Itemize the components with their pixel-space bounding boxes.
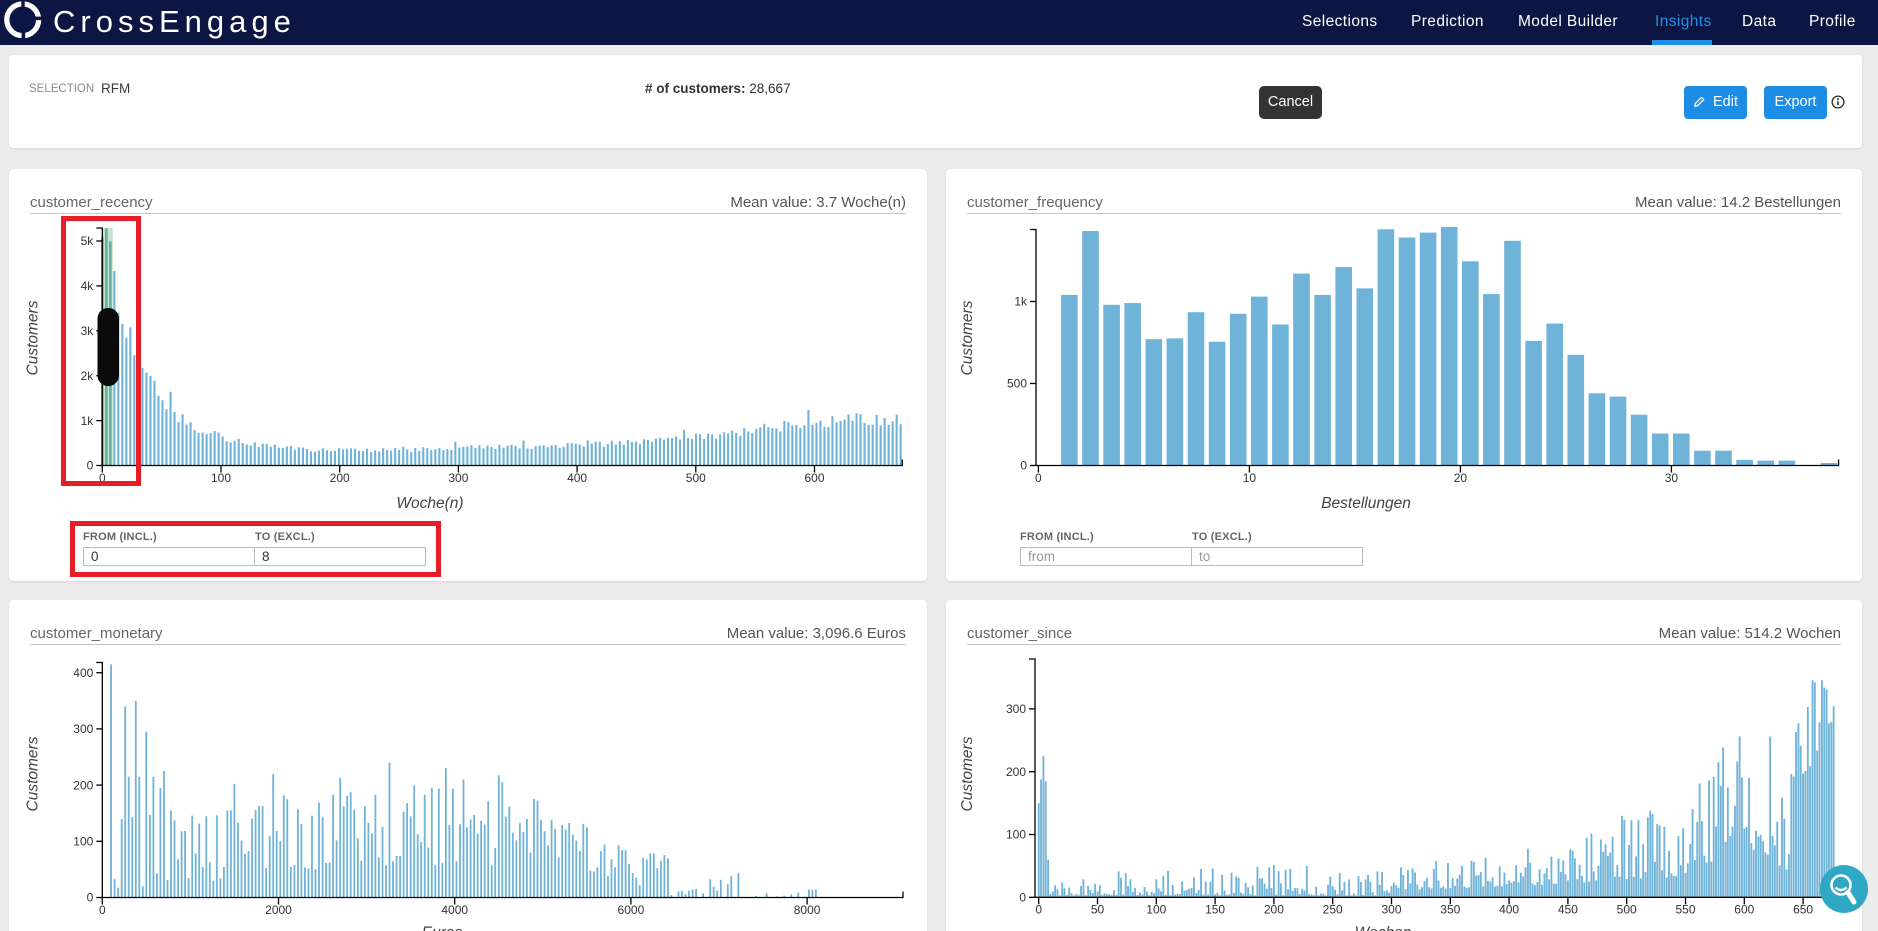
svg-text:2k: 2k: [81, 369, 95, 383]
svg-text:300: 300: [1381, 903, 1401, 917]
svg-text:0: 0: [87, 891, 94, 905]
svg-text:200: 200: [330, 471, 350, 485]
svg-text:1k: 1k: [1014, 295, 1028, 309]
svg-text:500: 500: [1007, 377, 1027, 391]
svg-text:450: 450: [1558, 903, 1578, 917]
svg-text:6000: 6000: [618, 903, 645, 917]
svg-text:600: 600: [1734, 903, 1754, 917]
svg-text:0: 0: [99, 471, 106, 485]
svg-text:100: 100: [73, 835, 93, 849]
svg-text:1k: 1k: [81, 414, 95, 428]
svg-text:400: 400: [1499, 903, 1519, 917]
svg-text:Customers: Customers: [959, 736, 976, 811]
svg-text:0: 0: [99, 903, 106, 917]
svg-text:250: 250: [1323, 903, 1343, 917]
svg-text:100: 100: [1006, 828, 1026, 842]
svg-text:8000: 8000: [794, 903, 821, 917]
svg-text:300: 300: [448, 471, 468, 485]
svg-text:0: 0: [1019, 891, 1026, 905]
svg-text:10: 10: [1243, 471, 1257, 485]
svg-text:Euros: Euros: [422, 925, 463, 931]
svg-text:200: 200: [1006, 765, 1026, 779]
svg-text:20: 20: [1454, 471, 1468, 485]
svg-text:400: 400: [73, 666, 93, 680]
svg-text:Customers: Customers: [25, 300, 42, 375]
svg-text:2000: 2000: [265, 903, 292, 917]
svg-text:200: 200: [1264, 903, 1284, 917]
svg-text:4000: 4000: [441, 903, 468, 917]
svg-text:600: 600: [804, 471, 824, 485]
svg-text:Wochen: Wochen: [1355, 925, 1412, 931]
svg-text:Customers: Customers: [25, 736, 42, 811]
svg-text:30: 30: [1665, 471, 1679, 485]
svg-text:550: 550: [1675, 903, 1695, 917]
svg-text:Woche(n): Woche(n): [396, 495, 463, 512]
svg-text:500: 500: [1617, 903, 1637, 917]
svg-text:500: 500: [686, 471, 706, 485]
svg-text:4k: 4k: [81, 279, 95, 293]
svg-text:650: 650: [1793, 903, 1813, 917]
svg-text:0: 0: [1035, 903, 1042, 917]
svg-text:300: 300: [1006, 702, 1026, 716]
svg-text:Bestellungen: Bestellungen: [1321, 495, 1411, 512]
svg-text:100: 100: [211, 471, 231, 485]
svg-text:0: 0: [1020, 459, 1027, 473]
svg-text:400: 400: [567, 471, 587, 485]
svg-text:300: 300: [73, 722, 93, 736]
svg-text:50: 50: [1091, 903, 1105, 917]
svg-text:150: 150: [1205, 903, 1225, 917]
svg-text:0: 0: [1035, 471, 1042, 485]
svg-text:3k: 3k: [81, 324, 95, 338]
svg-text:200: 200: [73, 778, 93, 792]
svg-text:100: 100: [1146, 903, 1166, 917]
svg-text:350: 350: [1440, 903, 1460, 917]
svg-text:Customers: Customers: [959, 300, 976, 375]
svg-text:0: 0: [87, 459, 94, 473]
svg-text:5k: 5k: [81, 234, 95, 248]
